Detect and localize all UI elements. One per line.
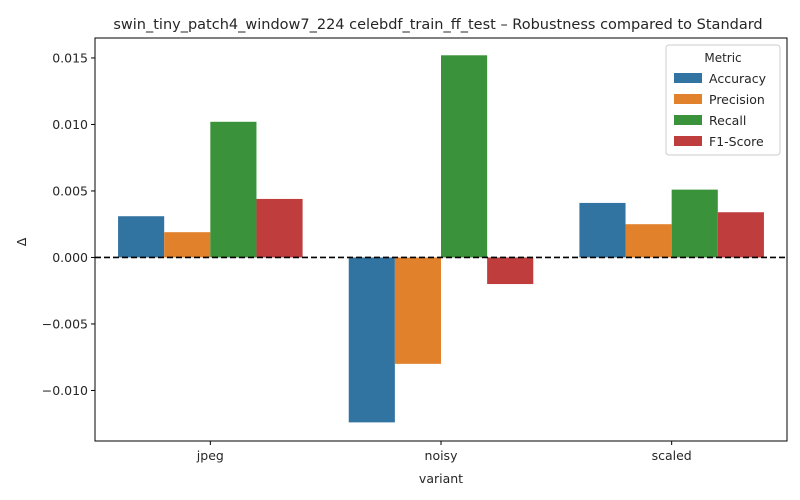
legend-label-accuracy: Accuracy [709, 71, 767, 86]
y-tick-label: 0.005 [52, 183, 88, 198]
bar-jpeg-precision [164, 232, 211, 258]
legend-box [665, 44, 781, 156]
bar-jpeg-f1-score [256, 198, 303, 258]
x-tick-label-scaled: scaled [652, 448, 692, 463]
bar-scaled-recall [671, 189, 718, 258]
legend-label-f1-score: F1-Score [709, 134, 764, 149]
chart-title: swin_tiny_patch4_window7_224 celebdf_tra… [113, 17, 762, 33]
y-tick-label: −0.005 [42, 316, 88, 331]
plot-area: 0.015 0.010 0.005 0.000 −0.005 −0.010 jpeg nois… [42, 37, 788, 463]
x-axis-label: variant [419, 471, 463, 486]
legend-swatch-precision [674, 94, 702, 104]
bar-noisy-f1-score [487, 257, 534, 285]
x-tick-label-jpeg: jpeg [196, 448, 224, 463]
bar-scaled-precision [625, 224, 672, 258]
bar-noisy-accuracy [348, 257, 395, 423]
legend-swatch-accuracy [674, 73, 702, 83]
y-axis-label: Δ [14, 237, 29, 246]
legend-label-precision: Precision [709, 92, 765, 107]
bar-jpeg-accuracy [118, 216, 165, 258]
legend-label-recall: Recall [709, 113, 746, 128]
legend-swatch-recall [674, 115, 702, 125]
legend-title: Metric [704, 51, 741, 65]
x-tick-label-noisy: noisy [425, 448, 459, 463]
legend-swatch-f1-score [674, 136, 702, 146]
bar-noisy-recall [441, 55, 488, 258]
y-tick-label: 0.010 [52, 117, 88, 132]
bar-noisy-precision [394, 257, 441, 364]
bar-scaled-f1-score [717, 212, 764, 258]
y-tick-label: −0.010 [42, 383, 88, 398]
bar-scaled-accuracy [579, 202, 626, 258]
y-tick-label: 0.015 [52, 50, 88, 65]
y-tick-label: 0.000 [52, 250, 88, 265]
bar-jpeg-recall [210, 121, 257, 258]
